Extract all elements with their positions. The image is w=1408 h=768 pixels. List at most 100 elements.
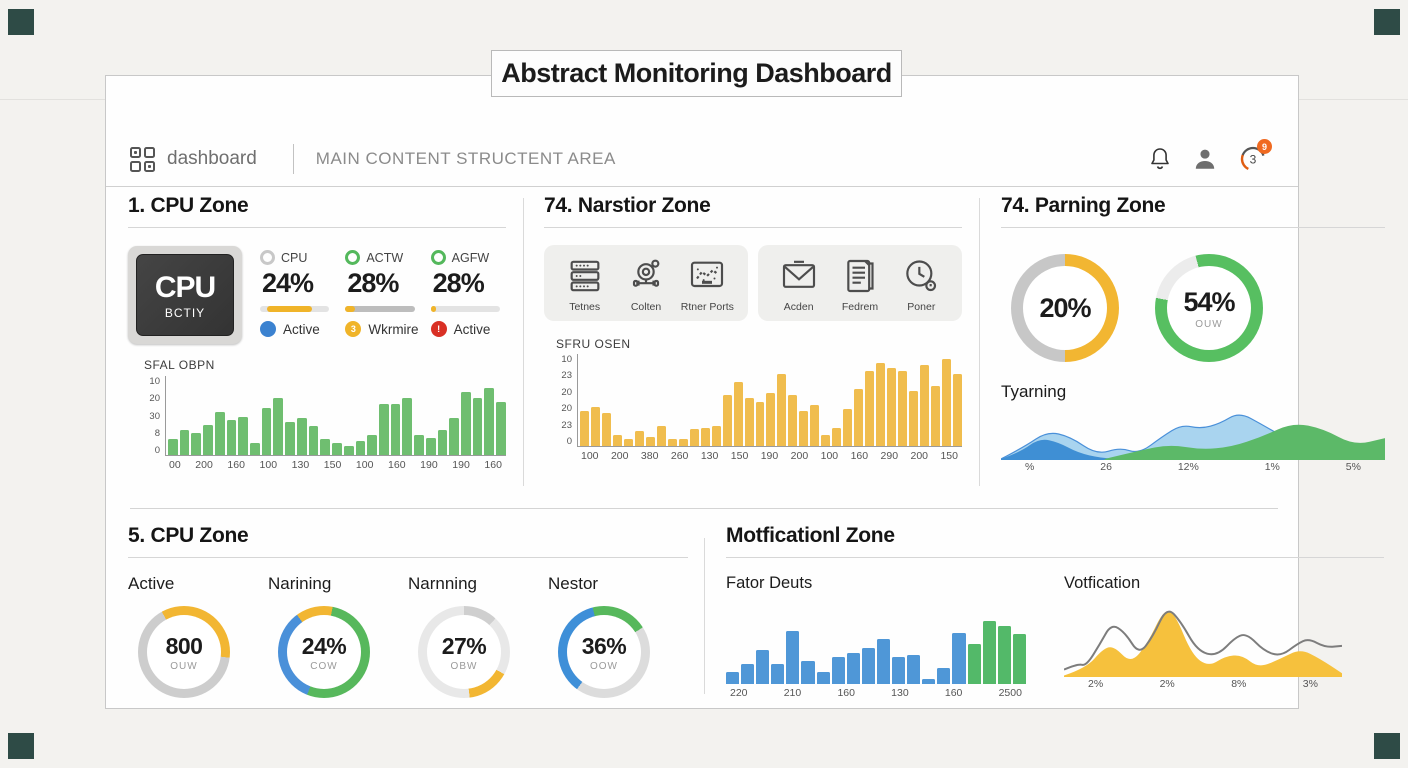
gauge-donut: 27% OBW	[418, 606, 510, 698]
item-acden[interactable]: Acden	[768, 256, 829, 313]
item-rtner-ports[interactable]: Rtner Ports	[677, 256, 738, 313]
bar	[590, 407, 600, 446]
stat-label: CPU	[281, 250, 308, 265]
y-tick-label: 8	[154, 427, 160, 439]
status-dot-icon	[260, 321, 276, 337]
bar	[689, 429, 699, 446]
bar	[922, 679, 936, 684]
brand-label: dashboard	[167, 148, 257, 169]
item-fedrem[interactable]: Fedrem	[829, 256, 890, 313]
bar	[832, 427, 842, 446]
bar	[799, 411, 809, 446]
parning-caption: Tyarning	[1001, 382, 1067, 401]
gauge-narnning: Narnning 27% OBW	[408, 574, 548, 698]
bar	[320, 439, 331, 455]
bar	[308, 425, 319, 455]
icon-label: Poner	[907, 301, 936, 313]
sensor-gauge-icon	[632, 259, 660, 287]
bar	[179, 429, 190, 455]
gauge-label: Narining	[268, 574, 332, 593]
avatar-progress[interactable]: 3 9	[1238, 139, 1272, 174]
x-tick-label: 160	[227, 459, 245, 471]
donut-value: 20%	[1039, 292, 1091, 323]
bar	[931, 386, 940, 446]
bar	[678, 438, 688, 446]
bar	[722, 395, 732, 446]
user-icon[interactable]	[1192, 146, 1218, 172]
parning-donut-green: 54% OUW	[1155, 254, 1263, 362]
header-bar: dashboard MAIN CONTENT STRUCTENT AREA 3 …	[106, 132, 1298, 187]
corner-decoration	[8, 733, 34, 759]
bar	[711, 425, 721, 446]
bar	[214, 411, 225, 455]
status-dot-icon: !	[430, 321, 447, 337]
donut-value: 24%	[301, 632, 347, 659]
bar	[756, 649, 770, 684]
stat-value: 28%	[347, 268, 399, 298]
narstior-history-chart: 10 23 20 20 23 0 100 200 380 260 130 150 190 200 100 16…	[556, 354, 962, 462]
bar	[952, 632, 966, 684]
x-tick-label: 2500	[998, 687, 1022, 699]
icon-card: Tetnes Colten	[544, 245, 748, 321]
dashboard-grid-icon[interactable]	[130, 146, 155, 172]
item-poner[interactable]: Poner	[891, 256, 952, 313]
header-divider	[292, 144, 294, 174]
donut-sublabel: OBW	[450, 660, 478, 672]
gauge-label: Narnning	[408, 574, 477, 593]
stat-value: 28%	[432, 268, 485, 298]
bell-icon[interactable]	[1148, 146, 1172, 172]
bar	[898, 370, 908, 446]
donut-sublabel: OOW	[590, 660, 618, 672]
bar	[612, 434, 622, 446]
x-tick-label: 150	[730, 450, 749, 462]
dashboard-container: dashboard MAIN CONTENT STRUCTENT AREA 3 …	[105, 75, 1385, 709]
icon-label: Acden	[783, 301, 814, 313]
bar	[437, 429, 448, 455]
item-colten[interactable]: Colten	[615, 256, 676, 313]
x-tick-label: 3%	[1302, 678, 1318, 690]
bar	[1012, 633, 1026, 684]
bar	[755, 401, 765, 446]
row-divider	[130, 508, 1278, 509]
icon-card: Acden Fedrem	[758, 245, 962, 321]
bar	[941, 358, 951, 446]
x-tick-label: 130	[891, 687, 909, 699]
bar	[876, 639, 891, 684]
bar	[496, 402, 506, 455]
stat-progressbar	[260, 306, 330, 312]
icon-label: Tetnes	[569, 301, 601, 313]
fator-deuts-title: Fator Deuts	[726, 574, 813, 592]
x-tick-label: 1%	[1264, 461, 1280, 473]
bar	[601, 412, 611, 446]
x-tick-label: 380	[640, 450, 659, 462]
bar	[831, 657, 845, 684]
x-tick-label: 2%	[1159, 678, 1175, 690]
x-tick-label: 8%	[1231, 678, 1247, 690]
stat-progressbar	[430, 306, 500, 312]
bar	[484, 387, 495, 455]
icon-label: Fedrem	[841, 301, 879, 313]
bar	[766, 392, 776, 446]
status-ring-icon	[260, 250, 275, 265]
bar	[786, 631, 800, 684]
x-tick-label: 210	[783, 687, 802, 699]
bar	[634, 431, 644, 446]
y-tick-label: 10	[561, 354, 572, 365]
bar	[238, 417, 249, 455]
bar	[892, 657, 906, 684]
gauge-donut: 24% COW	[278, 606, 370, 698]
bar	[920, 365, 929, 446]
parning-area-chart: % 26 12% 1% 5%	[1001, 408, 1385, 473]
x-tick-label: 290	[880, 450, 899, 462]
x-tick-label: 260	[670, 450, 689, 462]
zone-parning: 74. Parning Zone 20% 54% OUW Tyarning % 26…	[1001, 194, 1385, 473]
server-stack-icon	[570, 260, 600, 292]
bar	[656, 425, 666, 446]
x-tick-label: 00	[169, 459, 181, 471]
x-tick-label: 12%	[1177, 461, 1199, 473]
item-tetnes[interactable]: Tetnes	[554, 256, 615, 313]
x-tick-label: 190	[760, 450, 779, 462]
bar	[982, 620, 996, 684]
bar	[733, 381, 743, 446]
bar	[997, 625, 1011, 684]
